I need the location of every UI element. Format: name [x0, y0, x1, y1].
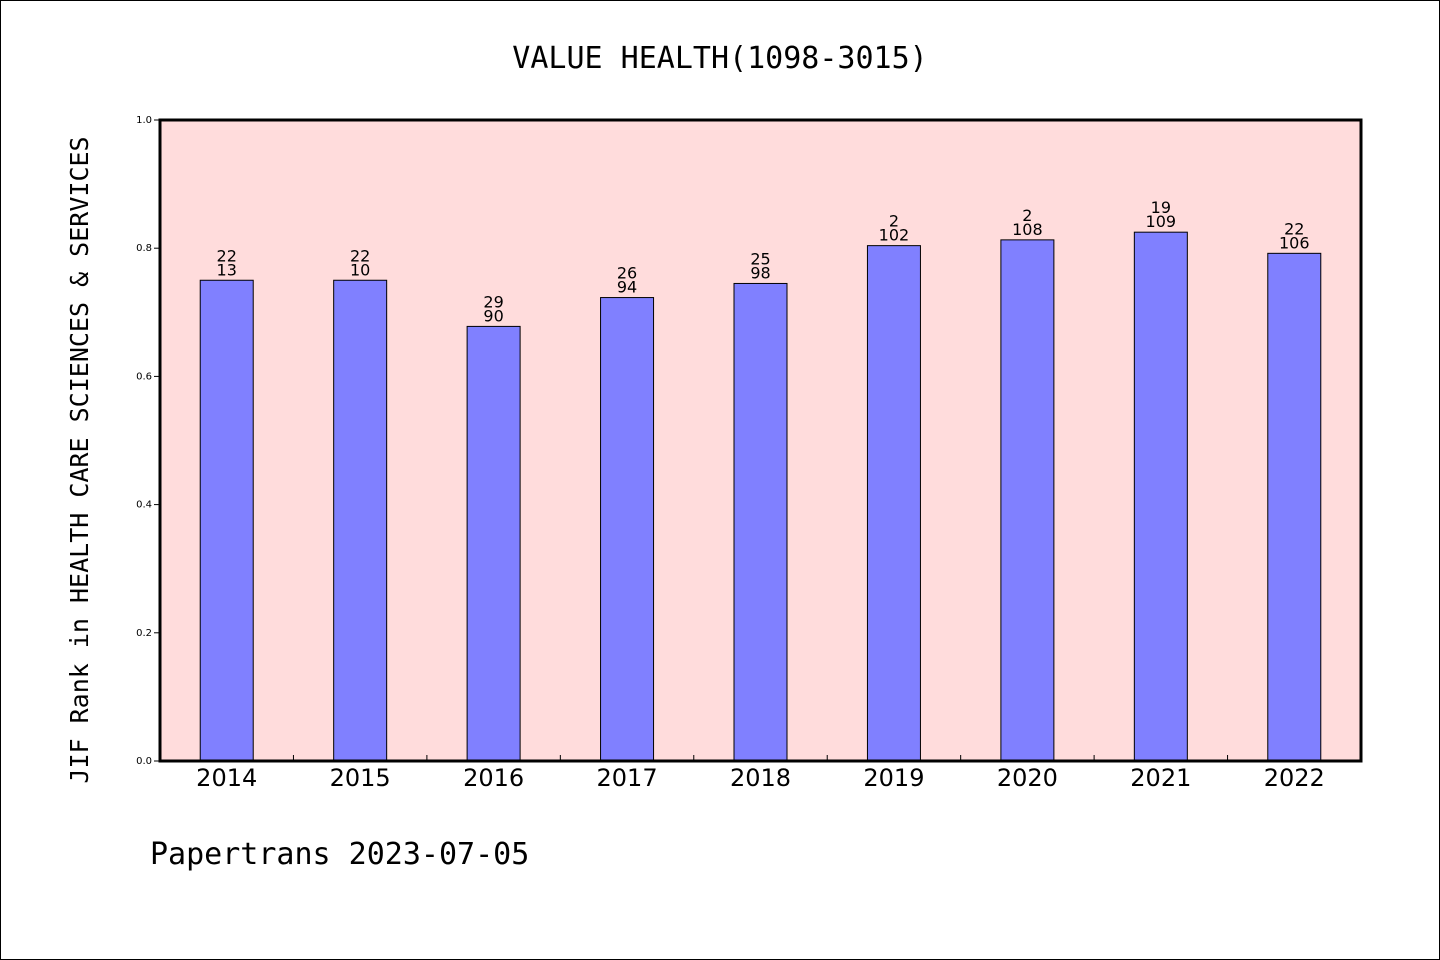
data-label-top: 2 — [1022, 206, 1032, 225]
ticks-group: 0.0 0.2 0.4 0.6 0.8 1.0 2014 2015 2016 2017 2018 20… — [136, 115, 1325, 792]
bar-2017 — [600, 297, 655, 762]
footer-text: Papertrans 2023-07-05 — [150, 837, 529, 872]
y-axis-label: JIF Rank in HEALTH CARE SCIENCES & SERVI… — [65, 136, 94, 783]
bar-2022 — [1267, 252, 1322, 762]
x-tick-label: 2017 — [597, 764, 658, 792]
plot-border — [158, 118, 1363, 763]
x-tick-label: 2018 — [730, 764, 791, 792]
x-tick-label: 2015 — [330, 764, 391, 792]
bar-2021 — [1133, 231, 1188, 762]
bars-group — [199, 231, 1322, 762]
y-tick-label: 0.8 — [136, 243, 152, 254]
bar-2016 — [466, 325, 521, 762]
data-label-top: 19 — [1151, 198, 1171, 217]
bar-2014 — [199, 279, 254, 762]
bar-2018 — [733, 282, 788, 762]
y-tick-label: 0.0 — [136, 756, 152, 767]
data-label-bottom: 109 — [1146, 212, 1177, 231]
x-tick-label: 2021 — [1130, 764, 1191, 792]
data-label-top: 2 — [889, 212, 899, 231]
bar-2019 — [866, 245, 921, 762]
x-tick-label: 2014 — [196, 764, 257, 792]
data-label-bottom: 10 — [350, 260, 370, 279]
data-label-bottom: 90 — [483, 306, 503, 325]
chart-title: VALUE HEALTH(1098-3015) — [512, 41, 927, 76]
data-label-bottom: 98 — [750, 263, 770, 282]
bar-2015 — [333, 279, 388, 762]
data-label-top: 22 — [217, 246, 237, 265]
data-label-bottom: 102 — [879, 226, 910, 245]
y-tick-label: 0.2 — [136, 628, 152, 639]
data-label-top: 29 — [483, 292, 503, 311]
y-tick-label: 0.4 — [136, 500, 152, 511]
bar-2020 — [1000, 239, 1055, 762]
x-tick-label: 2022 — [1264, 764, 1325, 792]
y-tick-label: 0.6 — [136, 371, 152, 382]
x-tick-label: 2019 — [863, 764, 924, 792]
data-label-top: 26 — [617, 264, 637, 283]
y-tick-label: 1.0 — [136, 115, 152, 126]
data-label-bottom: 13 — [217, 260, 237, 279]
x-tick-label: 2020 — [997, 764, 1058, 792]
data-label-bottom: 106 — [1279, 233, 1310, 252]
data-label-top: 22 — [1284, 219, 1304, 238]
data-label-bottom: 94 — [617, 278, 637, 297]
data-label-bottom: 108 — [1012, 220, 1043, 239]
data-label-top: 25 — [750, 249, 770, 268]
data-label-top: 22 — [350, 246, 370, 265]
x-tick-label: 2016 — [463, 764, 524, 792]
